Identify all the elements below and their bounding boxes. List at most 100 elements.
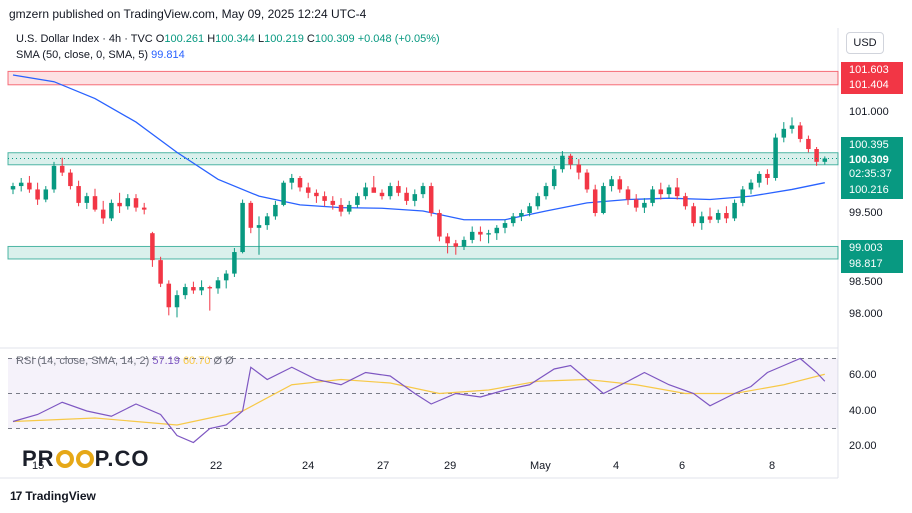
- candle-body: [732, 202, 737, 219]
- low-label: L: [257, 33, 265, 45]
- price-tag-zone-top-lower: 101.404: [841, 77, 903, 94]
- sma-label: SMA (50, close, 0, SMA, 5): [16, 49, 149, 61]
- candle-body: [248, 202, 254, 228]
- candle-body: [592, 189, 598, 213]
- open-label: O: [155, 33, 165, 45]
- candle-body: [683, 196, 688, 207]
- high-value: 100.344: [215, 33, 255, 45]
- candle-body: [371, 187, 377, 193]
- candle-body: [191, 287, 196, 291]
- sma-line: [12, 74, 825, 221]
- candle-body: [314, 192, 319, 197]
- candle-body: [568, 155, 573, 165]
- candle-body: [35, 189, 40, 200]
- change-value: +0.048 (+0.05%): [357, 33, 440, 45]
- candle-body: [363, 187, 368, 197]
- candle-body: [346, 204, 352, 212]
- candle-body: [822, 158, 828, 162]
- candle-body: [478, 231, 483, 235]
- candle-body: [674, 187, 680, 197]
- candle-body: [650, 189, 655, 203]
- rsi-label: RSI (14, close, SMA, 14, 2): [16, 355, 150, 367]
- candle-body: [486, 233, 491, 235]
- currency-button[interactable]: USD: [846, 32, 884, 54]
- x-axis-label: 24: [302, 460, 315, 472]
- publisher-line: gmzern published on TradingView.com, May…: [9, 7, 367, 21]
- candle-body: [18, 182, 24, 187]
- low-value: 100.219: [264, 33, 304, 45]
- y-axis-label: 99.500: [849, 207, 883, 219]
- candle-body: [535, 196, 541, 207]
- rsi-ma-value: 60.70: [182, 355, 211, 367]
- candle-body: [740, 189, 746, 203]
- candle-body: [560, 155, 565, 170]
- x-axis-label: 29: [444, 460, 457, 472]
- candle-body: [543, 186, 549, 197]
- zone-2: [7, 245, 839, 260]
- candle-body: [428, 186, 434, 213]
- candle-body: [174, 295, 180, 308]
- candle-body: [576, 164, 582, 173]
- candle-body: [420, 186, 426, 195]
- candle-body: [724, 212, 729, 219]
- tradingview-brand: TradingView: [25, 489, 96, 503]
- tradingview-logo[interactable]: 17 TradingView: [10, 489, 96, 503]
- candle-body: [601, 186, 606, 213]
- candle-body: [305, 187, 311, 193]
- x-axis-label: 4: [613, 460, 620, 472]
- rsi-line: [12, 357, 826, 444]
- watermark-text-left: PR: [22, 446, 55, 471]
- rsi-axis-label: 60.00: [849, 369, 877, 381]
- x-axis-label: 6: [679, 460, 686, 472]
- candle-body: [256, 225, 262, 228]
- candle-body: [519, 212, 524, 217]
- candle-body: [207, 287, 213, 289]
- tradingview-mark-icon: 17: [10, 489, 22, 503]
- countdown-tag: 02:35:37: [841, 166, 903, 183]
- candle-body: [297, 177, 303, 188]
- candle-body: [273, 204, 278, 217]
- candle-body: [666, 187, 672, 195]
- candle-body: [609, 179, 614, 187]
- candle-body: [797, 125, 803, 139]
- candle-body: [527, 206, 532, 213]
- candle-body: [109, 202, 114, 219]
- candle-body: [215, 280, 221, 289]
- candle-body: [76, 186, 81, 203]
- candle-body: [445, 236, 450, 244]
- price-legend: U.S. Dollar Index · 4h · TVC O100.261 H1…: [16, 33, 440, 45]
- candle-body: [412, 194, 418, 201]
- candle-body: [748, 182, 754, 190]
- close-label: C: [306, 33, 315, 45]
- candle-body: [789, 125, 795, 129]
- sma-legend: SMA (50, close, 0, SMA, 5) 99.814: [16, 49, 185, 61]
- price-tag-zone-low-lower: 98.817: [841, 256, 903, 273]
- candle-body: [707, 216, 713, 220]
- candle-body: [502, 223, 508, 228]
- candle-body: [100, 209, 106, 219]
- candle-body: [92, 196, 98, 210]
- candle-body: [68, 172, 73, 187]
- candle-body: [125, 198, 131, 207]
- candle-body: [223, 273, 229, 281]
- rsi-ma-line: [12, 373, 825, 426]
- candle-body: [756, 173, 762, 183]
- rsi-axis-label: 40.00: [849, 405, 877, 417]
- candle-body: [658, 189, 664, 195]
- y-axis-label: 101.000: [849, 106, 889, 118]
- watermark-logo: PR P.CO: [22, 446, 150, 472]
- high-label: H: [207, 33, 216, 45]
- rsi-value: 57.19: [152, 355, 180, 367]
- rsi-legend-tail: Ø Ø: [213, 355, 234, 367]
- candle-body: [355, 196, 360, 205]
- candle-body: [117, 202, 122, 207]
- candle-body: [281, 182, 286, 205]
- price-tag-zone-low-upper: 99.003: [841, 240, 903, 257]
- candle-body: [781, 128, 787, 138]
- candle-body: [141, 207, 147, 210]
- candle-body: [322, 196, 327, 201]
- zone-0: [7, 70, 839, 86]
- x-axis-label: 8: [769, 460, 776, 472]
- x-axis-label: May: [530, 460, 551, 472]
